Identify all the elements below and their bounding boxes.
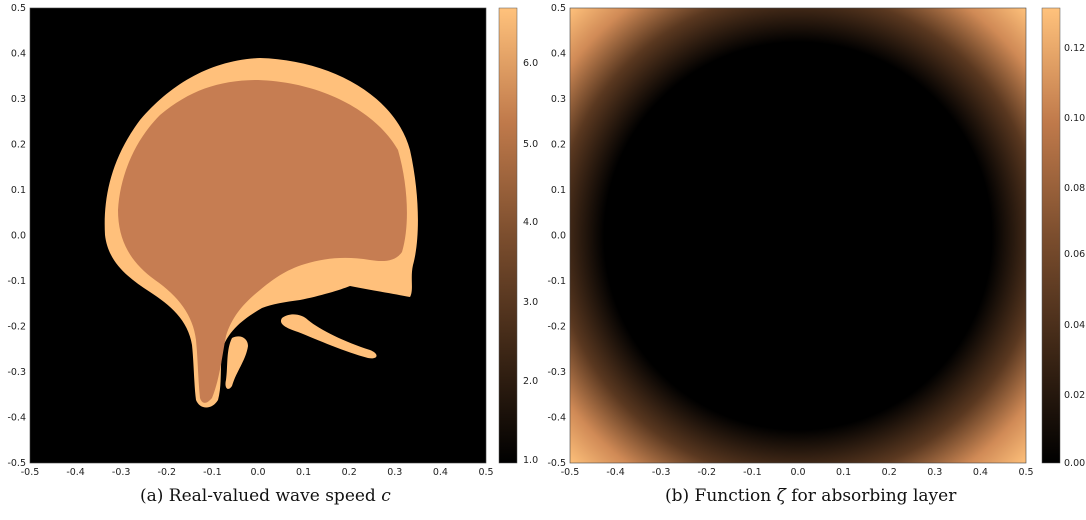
colorbar-tick-label: 1.0	[523, 455, 538, 466]
x-tick-label: 0.2	[342, 467, 357, 478]
colorbar-tick-label: 0.00	[1064, 458, 1085, 469]
caption-a: (a) Real-valued wave speed c	[140, 486, 391, 506]
x-tick-label: -0.2	[158, 467, 177, 478]
colorbar-b: 0.12 0.10 0.08 0.06 0.04 0.02 0.00	[1041, 7, 1085, 469]
panel-b: -0.5 -0.4 -0.3 -0.2 -0.1 0.0 0.1 0.2 0.3…	[547, 3, 1085, 478]
x-tick-label: -0.5	[21, 467, 40, 478]
jaw-bone-region	[280, 314, 377, 359]
y-tick-label: -0.4	[7, 413, 26, 424]
x-tick-label: 0.0	[250, 467, 265, 478]
x-tick-label: 0.5	[478, 467, 493, 478]
colorbar-tick-label: 0.02	[1064, 390, 1085, 401]
colorbar-tick-label: 2.0	[523, 376, 538, 387]
x-tick-label: 0.3	[927, 467, 942, 478]
colorbar-b-scale	[1041, 7, 1061, 464]
plot-b-absorbing-field	[570, 8, 1026, 463]
x-tick-label: -0.1	[203, 467, 222, 478]
y-tick-label: 0.5	[551, 3, 566, 14]
colorbar-tick-label: 0.12	[1064, 43, 1085, 54]
plot-b-frame	[569, 7, 1027, 464]
colorbar-tick-label: 0.04	[1064, 320, 1085, 331]
brain-region	[118, 80, 407, 403]
plot-a-frame	[29, 7, 487, 464]
x-tick-label: -0.3	[112, 467, 131, 478]
y-tick-label: 0.1	[551, 185, 566, 196]
colorbar-tick-label: 5.0	[523, 139, 538, 150]
colorbar-tick-label: 6.0	[523, 58, 538, 69]
x-tick-label: -0.4	[66, 467, 85, 478]
y-tick-label: -0.5	[7, 458, 26, 469]
colorbar-a: 6.0 5.0 4.0 3.0 2.0 1.0	[498, 7, 538, 466]
caption-b-text: (b) Function	[665, 486, 772, 506]
colorbar-tick-label: 3.0	[523, 297, 538, 308]
y-tick-label: -0.3	[7, 367, 26, 378]
caption-b-suffix: for absorbing layer	[791, 486, 957, 506]
colorbar-a-scale	[498, 7, 518, 464]
caption-a-symbol: c	[381, 486, 391, 506]
colorbar-tick-label: 0.08	[1064, 183, 1085, 194]
y-tick-label: -0.1	[547, 276, 566, 287]
x-tick-label: 0.4	[973, 467, 988, 478]
y-axis-b: 0.5 0.4 0.3 0.2 0.1 0.0 -0.1 -0.2 -0.3 -…	[547, 3, 566, 469]
y-tick-label: 0.4	[11, 49, 26, 60]
x-tick-label: 0.2	[882, 467, 897, 478]
y-tick-label: -0.2	[7, 322, 26, 333]
caption-a-text: (a) Real-valued wave speed	[140, 486, 376, 506]
panel-a: -0.5 -0.4 -0.3 -0.2 -0.1 0.0 0.1 0.2 0.3…	[7, 3, 538, 478]
x-tick-label: 0.0	[790, 467, 805, 478]
x-tick-label: 0.4	[433, 467, 448, 478]
y-tick-label: -0.2	[547, 322, 566, 333]
y-tick-label: 0.3	[551, 94, 566, 105]
spine-bone-region	[225, 336, 248, 389]
y-tick-label: 0.0	[11, 231, 26, 242]
x-tick-label: -0.5	[561, 467, 580, 478]
y-tick-label: 0.5	[11, 3, 26, 14]
y-tick-label: 0.0	[551, 231, 566, 242]
head-image-a	[104, 58, 418, 408]
x-tick-label: 0.1	[296, 467, 311, 478]
y-tick-label: 0.3	[11, 94, 26, 105]
y-tick-label: -0.4	[547, 413, 566, 424]
y-tick-label: -0.5	[547, 458, 566, 469]
x-axis-b: -0.5 -0.4 -0.3 -0.2 -0.1 0.0 0.1 0.2 0.3…	[561, 467, 1034, 478]
y-tick-label: -0.1	[7, 276, 26, 287]
caption-b: (b) Function ζ for absorbing layer	[665, 486, 956, 506]
y-tick-label: 0.4	[551, 49, 566, 60]
x-tick-label: -0.2	[698, 467, 717, 478]
y-tick-label: 0.1	[11, 185, 26, 196]
x-tick-label: -0.1	[743, 467, 762, 478]
caption-b-symbol: ζ	[776, 486, 786, 506]
x-tick-label: -0.4	[606, 467, 625, 478]
colorbar-tick-label: 4.0	[523, 217, 538, 228]
y-tick-label: -0.3	[547, 367, 566, 378]
y-tick-label: 0.2	[551, 140, 566, 151]
colorbar-tick-label: 0.10	[1064, 113, 1085, 124]
x-tick-label: 0.5	[1018, 467, 1033, 478]
x-axis-a: -0.5 -0.4 -0.3 -0.2 -0.1 0.0 0.1 0.2 0.3…	[21, 467, 494, 478]
x-tick-label: -0.3	[652, 467, 671, 478]
x-tick-label: 0.1	[836, 467, 851, 478]
y-tick-label: 0.2	[11, 140, 26, 151]
x-tick-label: 0.3	[387, 467, 402, 478]
colorbar-tick-label: 0.06	[1064, 249, 1085, 260]
y-axis-a: 0.5 0.4 0.3 0.2 0.1 0.0 -0.1 -0.2 -0.3 -…	[7, 3, 26, 469]
